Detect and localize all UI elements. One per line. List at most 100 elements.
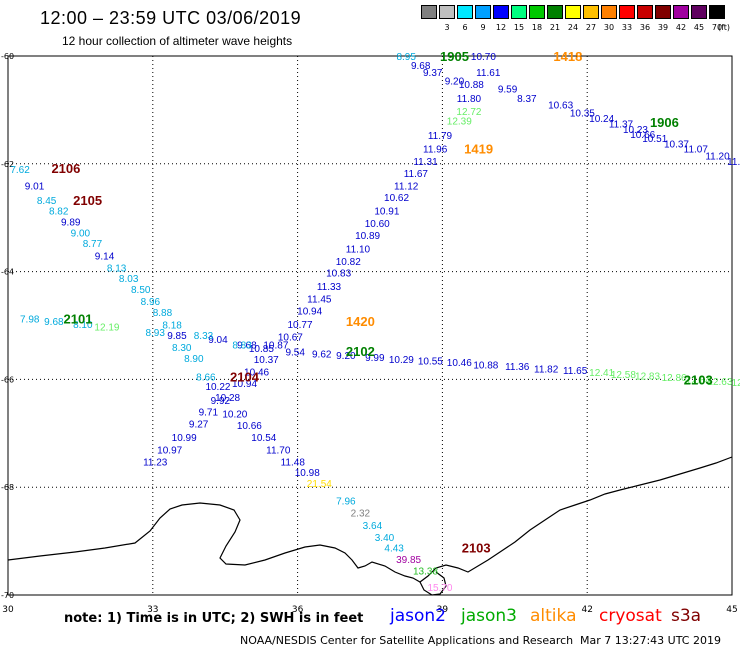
satellite-legend-item: altika bbox=[530, 606, 577, 626]
wave-height-label: 12.64 bbox=[686, 375, 711, 386]
wave-height-label: 11.45 bbox=[307, 295, 332, 306]
scale-swatch bbox=[709, 5, 725, 19]
wave-height-label: 11.67 bbox=[404, 169, 429, 180]
wave-height-label: 7.62 bbox=[10, 165, 30, 176]
lat-tick-label: -64 bbox=[1, 268, 14, 277]
coastline bbox=[7, 456, 733, 583]
wave-height-label: 7.96 bbox=[336, 497, 356, 508]
scale-swatch bbox=[529, 5, 545, 19]
scale-label: 70 bbox=[711, 23, 723, 32]
wave-height-label: 8.33 bbox=[194, 331, 214, 342]
wave-height-label: 9.71 bbox=[199, 408, 219, 419]
wave-height-label: 10.63 bbox=[548, 101, 573, 112]
wave-height-label: 9.85 bbox=[167, 331, 187, 342]
scale-label: 18 bbox=[531, 23, 543, 32]
lon-tick-label: 33 bbox=[147, 605, 158, 615]
wave-height-label: 9.68 bbox=[44, 317, 64, 328]
wave-height-label: 8.50 bbox=[131, 285, 151, 296]
wave-height-label: 11.31 bbox=[413, 157, 438, 168]
wave-height-label: 9.99 bbox=[365, 353, 385, 364]
wave-height-label: 10.87 bbox=[263, 340, 288, 351]
wave-height-label: 10.51 bbox=[642, 134, 667, 145]
wave-height-label: 10.23 bbox=[623, 125, 648, 136]
page-title: 12:00 – 23:59 UTC 03/06/2019 bbox=[40, 8, 302, 28]
wave-height-label: 10.20 bbox=[222, 409, 247, 420]
wave-height-label: 12.58 bbox=[611, 370, 636, 381]
pass-time-label: 1420 bbox=[346, 314, 375, 329]
scale-swatch bbox=[511, 5, 527, 19]
scale-label: 6 bbox=[462, 23, 468, 32]
wave-height-label: 9.20 bbox=[445, 76, 465, 87]
wave-height-label: 3.40 bbox=[375, 533, 395, 544]
wave-height-label: 8.90 bbox=[184, 354, 204, 365]
scale-swatch bbox=[457, 5, 473, 19]
wave-height-label: 8.96 bbox=[141, 297, 161, 308]
wave-height-label: 11.46 bbox=[727, 157, 740, 168]
wave-height-label: 10.77 bbox=[287, 320, 312, 331]
footer-note: note: 1) Time is in UTC; 2) SWH is in fe… bbox=[64, 611, 364, 626]
wave-height-label: 9.62 bbox=[312, 350, 332, 361]
wave-height-label: 12.39 bbox=[447, 117, 472, 128]
wave-height-label: 8.82 bbox=[49, 207, 69, 218]
pass-time-label: 2103 bbox=[462, 541, 491, 556]
scale-swatch bbox=[691, 5, 707, 19]
wave-height-label: 15.70 bbox=[427, 583, 452, 594]
wave-height-label: 9.00 bbox=[71, 228, 91, 239]
wave-height-label: 10.98 bbox=[295, 468, 320, 479]
pass-time-label: 2105 bbox=[73, 193, 102, 208]
wave-height-label: 8.83 bbox=[232, 340, 252, 351]
wave-height-label: 8.77 bbox=[83, 239, 103, 250]
wave-height-label: 9.92 bbox=[211, 396, 231, 407]
lon-tick-label: 30 bbox=[2, 605, 14, 615]
scale-unit: (ft) bbox=[717, 23, 731, 32]
scale-swatch bbox=[565, 5, 581, 19]
wave-height-label: 9.54 bbox=[285, 347, 305, 358]
scale-label: 33 bbox=[621, 23, 633, 32]
page-subtitle: 12 hour collection of altimeter wave hei… bbox=[62, 34, 293, 48]
wave-height-label: 8.45 bbox=[37, 196, 57, 207]
wave-height-label: 8.93 bbox=[145, 328, 165, 339]
wave-height-label: 10.94 bbox=[232, 379, 257, 390]
wave-height-label: 8.13 bbox=[107, 263, 127, 274]
map-frame bbox=[7, 55, 733, 596]
wave-height-label: 10.83 bbox=[326, 269, 351, 280]
lon-tick-label: 36 bbox=[292, 605, 304, 615]
wave-height-label: 13.38 bbox=[413, 567, 438, 578]
wave-height-label: 11.10 bbox=[346, 244, 371, 255]
wave-height-label: 10.28 bbox=[215, 393, 240, 404]
wave-height-label: 10.66 bbox=[237, 421, 262, 432]
wave-height-label: 11.70 bbox=[266, 445, 291, 456]
wave-height-label: 11.36 bbox=[505, 362, 530, 373]
wave-height-label: 10.94 bbox=[297, 306, 322, 317]
wave-height-label: 9.37 bbox=[423, 68, 443, 79]
scale-swatch bbox=[583, 5, 599, 19]
lon-tick-label: 42 bbox=[581, 605, 592, 615]
pass-time-label: 2104 bbox=[230, 370, 260, 385]
satellite-legend-item: s3a bbox=[671, 606, 702, 626]
lat-tick-label: -60 bbox=[1, 52, 14, 61]
scale-label: 3 bbox=[444, 23, 450, 32]
wave-height-label: 2.32 bbox=[351, 509, 371, 520]
scale-swatch bbox=[619, 5, 635, 19]
wave-height-label: 12.10 bbox=[732, 378, 740, 389]
wave-height-label: 10.70 bbox=[471, 52, 496, 63]
wave-height-label: 10.97 bbox=[157, 445, 182, 456]
wave-height-label: 12.72 bbox=[456, 107, 481, 118]
satellite-legend-item: cryosat bbox=[599, 606, 662, 626]
scale-label: 12 bbox=[495, 23, 507, 32]
footer-timestamp: Mar 7 13:27:43 UTC 2019 bbox=[580, 634, 721, 647]
scale-label: 39 bbox=[657, 23, 669, 32]
pass-time-label: 1419 bbox=[464, 142, 493, 157]
scale-label: 27 bbox=[585, 23, 597, 32]
wave-height-label: 8.10 bbox=[73, 320, 93, 331]
scale-label: 42 bbox=[675, 23, 687, 32]
satellite-legend-item: jason3 bbox=[461, 606, 517, 626]
footer-credit: NOAA/NESDIS Center for Satellite Applica… bbox=[240, 634, 574, 647]
wave-height-label: 8.95 bbox=[396, 52, 416, 63]
wave-height-label: 10.67 bbox=[278, 332, 303, 343]
scale-label: 30 bbox=[603, 23, 615, 32]
wave-height-label: 21.54 bbox=[307, 479, 332, 490]
scale-swatch bbox=[547, 5, 563, 19]
